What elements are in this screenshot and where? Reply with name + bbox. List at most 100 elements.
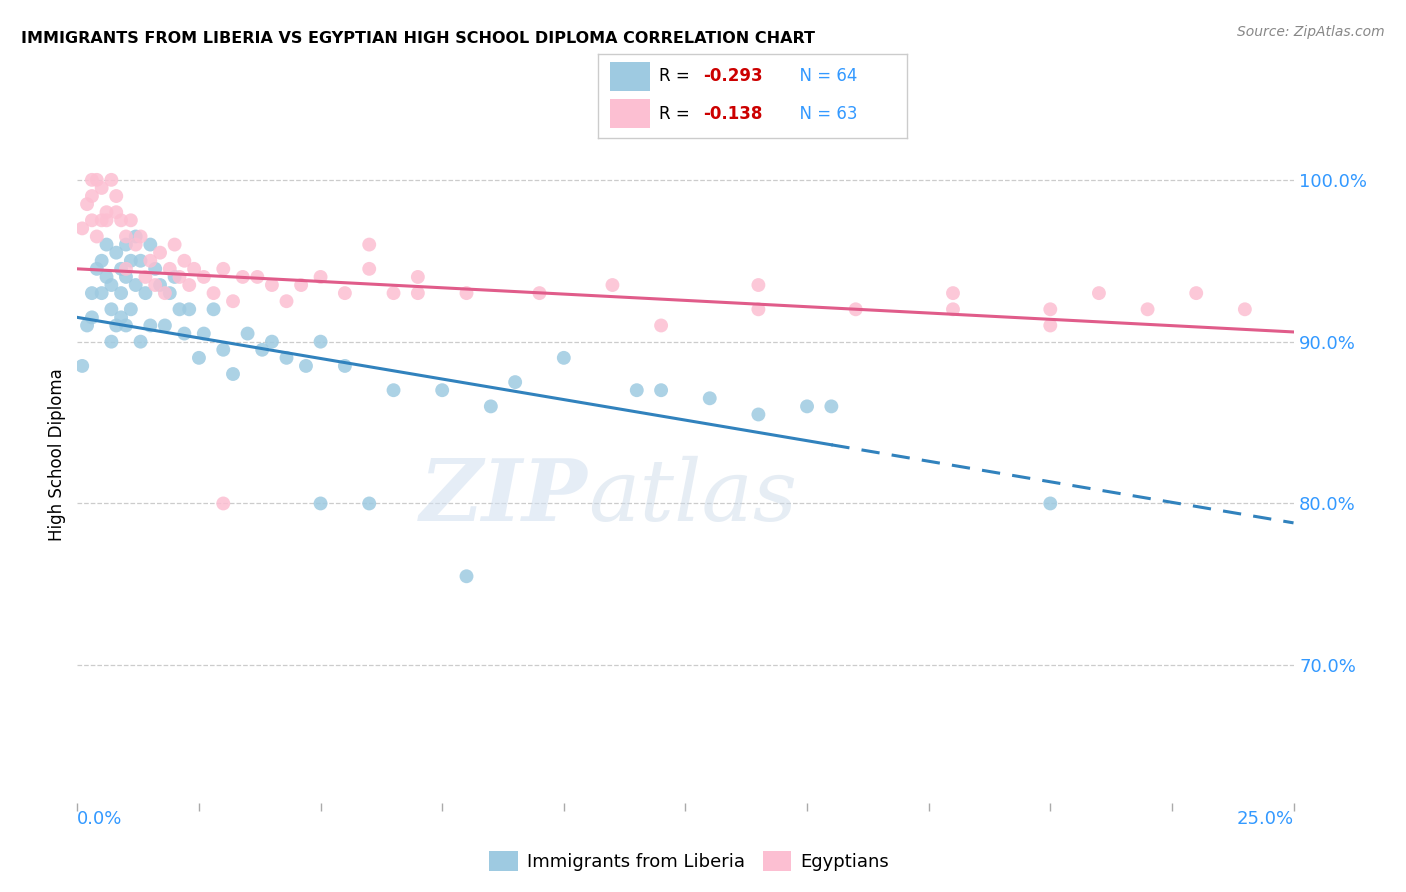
Point: [222, 294, 245, 309]
Point: [115, 261, 138, 276]
Point: [333, 286, 356, 301]
Point: [110, 310, 132, 325]
Point: [143, 278, 166, 293]
Point: [115, 318, 138, 333]
Point: [1039, 318, 1062, 333]
Point: [105, 205, 128, 219]
Point: [120, 302, 142, 317]
Bar: [610, 62, 650, 91]
Point: [149, 278, 172, 293]
Point: [359, 237, 381, 252]
Point: [382, 286, 405, 301]
Point: [1039, 496, 1062, 510]
Point: [212, 496, 235, 510]
Point: [382, 383, 405, 397]
Point: [246, 269, 269, 284]
Point: [179, 302, 201, 317]
Point: [456, 286, 478, 301]
Point: [553, 351, 575, 365]
Point: [86, 261, 108, 276]
Point: [295, 359, 318, 373]
Text: N = 64: N = 64: [789, 68, 858, 86]
Point: [202, 302, 225, 317]
Point: [129, 229, 152, 244]
Point: [260, 278, 283, 293]
Point: [129, 334, 152, 349]
Point: [183, 261, 205, 276]
Text: N = 63: N = 63: [789, 104, 858, 123]
Text: Source: ZipAtlas.com: Source: ZipAtlas.com: [1237, 25, 1385, 39]
Point: [260, 334, 283, 349]
Point: [747, 302, 769, 317]
Point: [250, 343, 273, 357]
Point: [173, 253, 195, 268]
Point: [359, 496, 381, 510]
Point: [90, 181, 112, 195]
Point: [105, 189, 128, 203]
Point: [125, 278, 148, 293]
Text: R =: R =: [659, 104, 696, 123]
Point: [115, 237, 138, 252]
Point: [153, 286, 176, 301]
Point: [309, 496, 332, 510]
Point: [503, 375, 526, 389]
Point: [432, 383, 454, 397]
Point: [1039, 302, 1062, 317]
Point: [100, 302, 122, 317]
Point: [179, 278, 201, 293]
Point: [96, 269, 118, 284]
Point: [309, 334, 332, 349]
Point: [163, 269, 186, 284]
Point: [100, 334, 122, 349]
Point: [100, 278, 122, 293]
Point: [169, 269, 191, 284]
Point: [159, 286, 181, 301]
Point: [650, 318, 672, 333]
Point: [359, 261, 381, 276]
Point: [115, 229, 138, 244]
Point: [1136, 302, 1159, 317]
Point: [942, 286, 965, 301]
Point: [699, 392, 721, 406]
Point: [70, 359, 93, 373]
Point: [626, 383, 648, 397]
Point: [212, 261, 235, 276]
Point: [120, 213, 142, 227]
Point: [602, 278, 624, 293]
Point: [406, 269, 429, 284]
Point: [110, 286, 132, 301]
Point: [222, 367, 245, 381]
Text: IMMIGRANTS FROM LIBERIA VS EGYPTIAN HIGH SCHOOL DIPLOMA CORRELATION CHART: IMMIGRANTS FROM LIBERIA VS EGYPTIAN HIGH…: [21, 31, 815, 46]
Point: [149, 245, 172, 260]
Point: [86, 173, 108, 187]
Point: [134, 269, 156, 284]
Point: [80, 213, 103, 227]
Point: [125, 229, 148, 244]
Point: [153, 318, 176, 333]
Text: -0.293: -0.293: [703, 68, 762, 86]
Point: [80, 189, 103, 203]
Point: [96, 237, 118, 252]
Point: [90, 286, 112, 301]
Point: [212, 343, 235, 357]
Point: [90, 213, 112, 227]
Point: [76, 318, 98, 333]
Text: ZIP: ZIP: [420, 455, 588, 539]
Point: [193, 269, 215, 284]
Point: [479, 400, 502, 414]
Point: [747, 278, 769, 293]
Point: [105, 318, 128, 333]
Point: [290, 278, 312, 293]
Point: [747, 408, 769, 422]
Point: [100, 173, 122, 187]
Point: [406, 286, 429, 301]
Point: [96, 213, 118, 227]
Point: [86, 229, 108, 244]
Point: [1185, 286, 1208, 301]
Point: [169, 302, 191, 317]
Point: [134, 286, 156, 301]
Point: [796, 400, 818, 414]
Point: [276, 294, 298, 309]
Point: [529, 286, 551, 301]
Point: [139, 318, 162, 333]
